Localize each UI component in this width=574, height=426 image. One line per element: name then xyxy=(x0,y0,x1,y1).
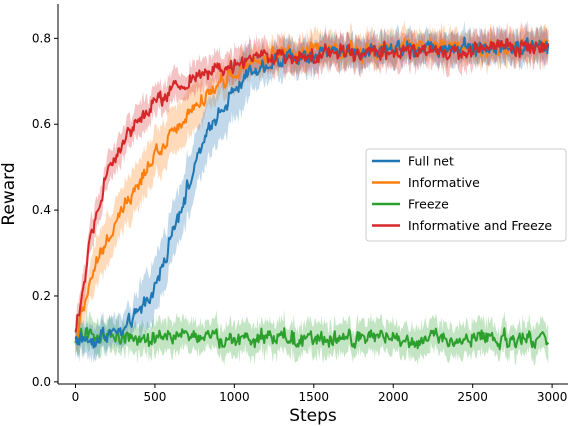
x-tick-label: 3000 xyxy=(537,390,568,404)
series-line-2 xyxy=(74,326,550,351)
series-lines xyxy=(74,36,550,351)
x-tick-label: 2500 xyxy=(457,390,488,404)
x-tick-label: 0 xyxy=(72,390,80,404)
y-axis-label: Reward xyxy=(0,162,19,225)
x-tick-label: 500 xyxy=(143,390,166,404)
x-tick-label: 1500 xyxy=(299,390,330,404)
legend-label-1: Informative xyxy=(408,175,480,190)
x-tick-label: 2000 xyxy=(378,390,409,404)
legend-box xyxy=(365,148,567,242)
legend-label-0: Full net xyxy=(408,154,454,169)
y-tick-label: 0.6 xyxy=(32,117,51,131)
x-tick-label: 1000 xyxy=(219,390,250,404)
series-line-3 xyxy=(74,38,550,333)
confidence-band-1 xyxy=(75,19,549,356)
y-tick-label: 0.4 xyxy=(32,203,51,217)
y-tick-label: 0.0 xyxy=(32,375,51,389)
x-ticks: 0 500 1000 1500 2000 2500 3000 xyxy=(72,384,568,404)
legend-label-2: Freeze xyxy=(408,197,449,212)
confidence-band-3 xyxy=(75,21,549,351)
y-tick-label: 0.2 xyxy=(32,289,51,303)
legend: Full net Informative Freeze Informative and… xyxy=(365,148,567,242)
axes xyxy=(57,4,568,385)
x-axis-label: Steps xyxy=(289,406,337,426)
legend-label-3: Informative and Freeze xyxy=(408,218,552,233)
y-tick-label: 0.8 xyxy=(32,31,51,45)
y-ticks: 0.0 0.2 0.4 0.6 0.8 xyxy=(32,31,58,389)
